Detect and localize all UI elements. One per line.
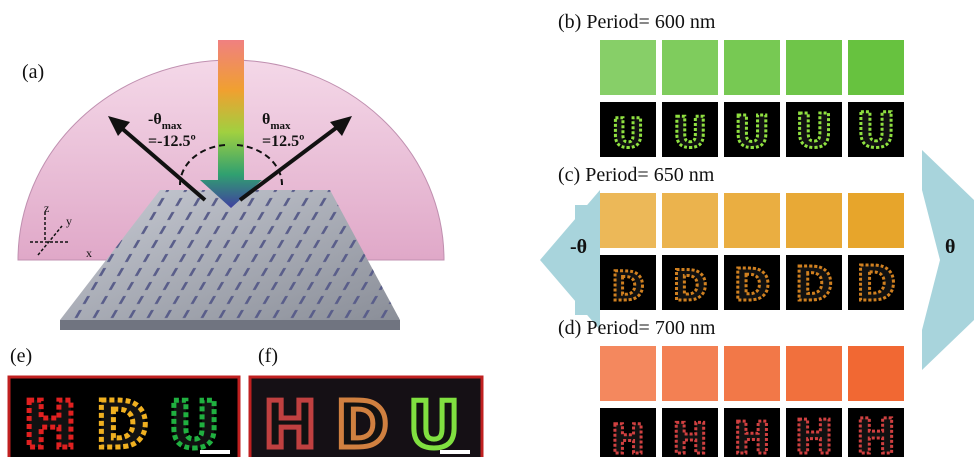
color-tile xyxy=(600,193,656,248)
tile-letter: U xyxy=(795,104,832,158)
image-letter: D xyxy=(95,389,148,457)
axis-label: x xyxy=(86,246,92,260)
subscript: max xyxy=(270,120,291,132)
color-tile xyxy=(786,40,842,95)
image-letter: U xyxy=(408,389,460,457)
color-tile xyxy=(724,193,780,248)
color-tile xyxy=(724,40,780,95)
right-arrow xyxy=(922,150,974,370)
tile-letter: D xyxy=(856,256,896,312)
color-tile xyxy=(600,346,656,401)
substrate-edge xyxy=(60,320,400,330)
color-tile xyxy=(786,193,842,248)
tile-letter: H xyxy=(734,413,771,457)
panel-label: (a) xyxy=(22,61,44,83)
color-tile xyxy=(848,193,904,248)
subscript: max xyxy=(162,120,183,132)
tile-letter: H xyxy=(672,414,707,457)
image-letter: U xyxy=(168,389,220,457)
tile-letter: U xyxy=(734,107,770,158)
left-arrow-body xyxy=(575,205,600,315)
tile-letter: H xyxy=(795,410,834,457)
arrow-label: θ xyxy=(945,236,955,258)
panel-label: (f) xyxy=(258,345,278,367)
tile-letter: U xyxy=(857,103,896,159)
panel-label: (e) xyxy=(10,345,32,367)
image-letter: H xyxy=(263,389,317,457)
color-tile xyxy=(662,193,718,248)
image-letter: D xyxy=(335,389,388,457)
color-tile xyxy=(662,40,718,95)
symbol: -θ xyxy=(148,111,162,128)
value: =12.5º xyxy=(262,133,304,150)
color-tile xyxy=(848,346,904,401)
tile-letter: U xyxy=(612,111,644,157)
color-tile xyxy=(662,346,718,401)
image-letter: H xyxy=(23,389,77,457)
tile-letter: H xyxy=(611,417,644,457)
figure: (a) -θmax=-12.5º θmax=12.5º z y x -θ θ (… xyxy=(0,0,974,457)
color-tile xyxy=(848,40,904,95)
color-tile xyxy=(724,346,780,401)
color-tile xyxy=(786,346,842,401)
color-tile xyxy=(600,40,656,95)
panel-label: (d) Period= 700 nm xyxy=(558,317,716,339)
panel-label: (b) Period= 600 nm xyxy=(558,11,716,33)
tile-letter: U xyxy=(673,108,707,157)
tile-letter: D xyxy=(734,260,771,311)
arrow-label: -θ xyxy=(570,236,587,258)
tile-letter: D xyxy=(611,264,644,310)
tile-letter: H xyxy=(856,409,896,457)
panel-label: (c) Period= 650 nm xyxy=(558,164,715,186)
axis-label: y xyxy=(66,214,72,228)
tile-letter: D xyxy=(795,257,833,311)
value: =-12.5º xyxy=(148,133,196,150)
axis-label: z xyxy=(44,201,49,215)
symbol: θ xyxy=(262,111,270,128)
tile-letter: D xyxy=(673,261,708,310)
